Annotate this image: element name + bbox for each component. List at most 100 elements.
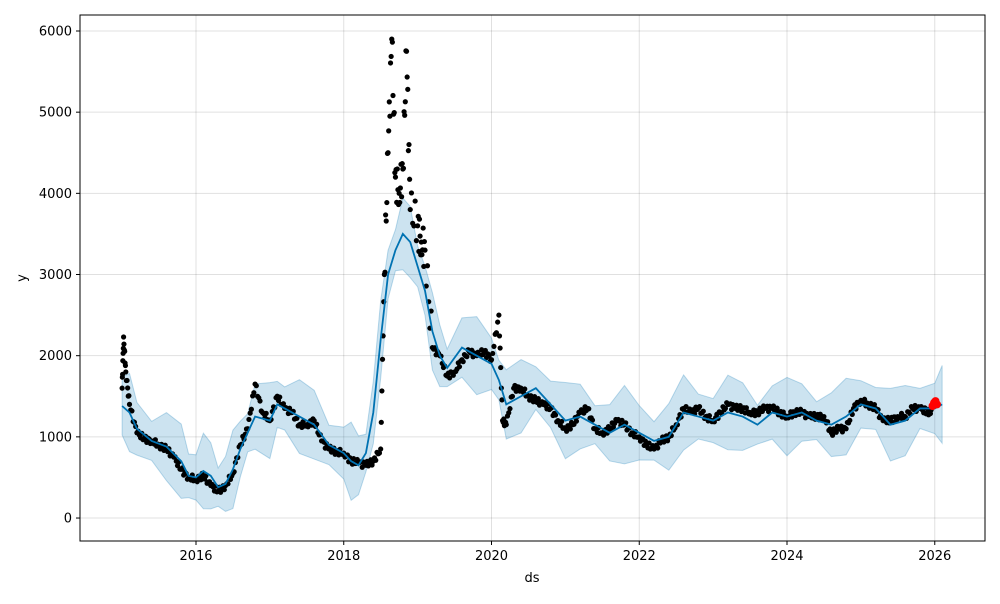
observed-point — [507, 406, 513, 412]
observed-point — [774, 405, 780, 411]
observed-point — [248, 406, 254, 412]
observed-point — [573, 418, 580, 424]
observed-point — [221, 487, 227, 493]
observed-point — [402, 99, 408, 105]
observed-point — [379, 356, 386, 362]
observed-point — [394, 166, 400, 172]
observed-point — [123, 369, 129, 375]
observed-point — [423, 283, 429, 289]
observed-point — [496, 333, 503, 339]
observed-point — [378, 446, 384, 452]
observed-point — [382, 269, 388, 275]
observed-point — [246, 416, 252, 423]
observed-point — [464, 354, 470, 360]
observed-point — [488, 357, 495, 363]
highlight-points — [928, 397, 941, 411]
observed-point — [513, 388, 519, 394]
y-tick-label: 5000 — [39, 106, 72, 121]
observed-point — [122, 348, 128, 354]
observed-point — [664, 438, 671, 444]
observed-point — [386, 99, 392, 105]
observed-point — [491, 343, 497, 349]
y-tick-label: 1000 — [39, 430, 72, 445]
observed-point — [839, 429, 846, 435]
observed-point — [378, 419, 384, 425]
observed-point — [456, 364, 463, 370]
observed-point — [821, 413, 827, 420]
observed-point — [416, 216, 423, 222]
observed-point — [495, 319, 501, 325]
observed-point — [552, 412, 559, 418]
observed-point — [646, 440, 652, 446]
observed-point — [497, 345, 503, 351]
observed-point — [503, 422, 509, 428]
observed-point — [126, 393, 132, 399]
observed-point — [493, 330, 500, 336]
y-tick-label: 2000 — [39, 349, 72, 364]
x-axis-label: ds — [524, 571, 539, 586]
observed-point — [460, 359, 466, 365]
axis-ticks: 2016 2018 2020 2022 2024 2026 0 1000 2000 3000 400… — [39, 24, 951, 564]
observed-point — [392, 174, 399, 180]
observed-point — [412, 198, 418, 204]
observed-point — [402, 112, 408, 118]
uncertainty-interval — [121, 197, 943, 512]
forecast-line-group — [121, 232, 943, 489]
x-tick-label: 2020 — [475, 549, 508, 564]
observed-point — [404, 74, 410, 80]
observed-point — [447, 375, 453, 381]
observed-point — [399, 194, 405, 200]
observed-point — [203, 473, 209, 479]
observed-point — [421, 238, 427, 245]
observed-point — [400, 165, 407, 171]
observed-point — [509, 393, 516, 399]
observed-point — [376, 450, 383, 456]
observed-point — [413, 237, 419, 244]
observed-point — [126, 401, 133, 407]
x-tick-label: 2018 — [327, 549, 360, 564]
x-tick-label: 2016 — [179, 549, 212, 564]
observed-point — [490, 350, 496, 357]
observed-point — [373, 457, 379, 463]
observed-point — [722, 405, 729, 411]
observed-point — [386, 128, 392, 134]
highlight-point — [932, 400, 941, 409]
observed-point — [498, 364, 504, 371]
observed-point — [847, 417, 853, 423]
y-tick-label: 0 — [64, 512, 72, 527]
observed-point — [397, 185, 403, 191]
observed-point — [119, 385, 125, 391]
observed-point — [861, 396, 868, 402]
observed-point — [683, 403, 689, 410]
observed-point — [121, 341, 127, 347]
observed-point — [496, 312, 502, 318]
grid — [80, 15, 985, 541]
y-tick-label: 6000 — [39, 24, 72, 39]
observed-point — [522, 386, 528, 392]
x-tick-label: 2022 — [623, 549, 656, 564]
observed-point — [419, 252, 425, 258]
uncertainty-band — [121, 197, 943, 512]
observed-point — [263, 410, 269, 416]
observed-point — [397, 199, 403, 206]
observed-point — [829, 432, 836, 438]
observed-point — [743, 405, 749, 411]
observed-point — [559, 418, 565, 425]
observed-point — [408, 190, 415, 196]
observed-point — [122, 362, 129, 369]
x-tick-label: 2024 — [770, 549, 803, 564]
observed-point — [407, 206, 413, 213]
observed-point — [129, 408, 135, 414]
observed-point — [567, 426, 573, 432]
observed-point — [389, 39, 395, 45]
observed-point — [405, 86, 411, 92]
x-tick-label: 2026 — [918, 549, 951, 564]
observed-point — [390, 92, 396, 99]
observed-point — [506, 410, 512, 416]
observed-point — [807, 410, 814, 417]
observed-point — [700, 408, 706, 414]
observed-point — [383, 218, 389, 224]
plot-frame — [79, 14, 986, 542]
observed-point — [406, 141, 412, 148]
observed-point — [218, 489, 224, 495]
